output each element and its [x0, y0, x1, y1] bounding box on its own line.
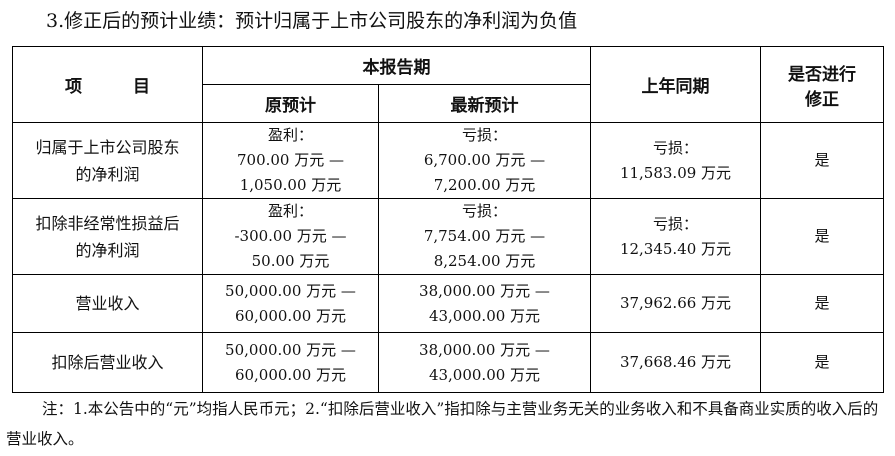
cell-line: 亏损： [652, 138, 698, 157]
header-revised-line: 修正 [805, 89, 839, 110]
row-label: 扣除后营业收入 [12, 332, 203, 393]
header-item: 项 目 [12, 46, 203, 123]
cell-line: 7,200.00 万元 [433, 176, 536, 194]
cell-line: 盈利： [267, 126, 313, 144]
revised-cell: 是 [760, 274, 884, 333]
cell-line: 6,700.00 万元 — [423, 151, 546, 169]
section-heading: 3.修正后的预计业绩：预计归属于上市公司股东的净利润为负值 [46, 10, 578, 32]
forecast-table: 项 目 本报告期 上年同期 是否进行 修正 原预计 最新预计 归属于上市公司股东… [12, 46, 884, 393]
last-year-cell: 亏损： 11,583.09 万元 [590, 122, 761, 199]
cell-line: 50,000.00 万元 — [225, 281, 356, 300]
row-label-line: 扣除后营业收入 [51, 353, 164, 372]
footnote-text: 注：1.本公告中的“元”均指人民币元；2.“扣除后营业收入”指扣除与主营业务无关… [6, 400, 879, 448]
cell-line: 43,000.00 万元 [428, 306, 541, 325]
revised-cell: 是 [760, 332, 884, 393]
original-forecast-cell: 盈利： 700.00 万元 — 1,050.00 万元 [202, 122, 379, 199]
table-row: 归属于上市公司股东 的净利润 盈利： 700.00 万元 — 1,050.00 … [12, 122, 884, 199]
row-label-line: 归属于上市公司股东 [35, 137, 180, 157]
cell-line: 60,000.00 万元 [234, 306, 347, 325]
header-revised-line: 是否进行 [788, 64, 856, 85]
latest-forecast-cell: 亏损： 6,700.00 万元 — 7,200.00 万元 [378, 122, 591, 199]
table-row: 扣除后营业收入 50,000.00 万元 — 60,000.00 万元 38,0… [12, 332, 884, 393]
cell-line: 60,000.00 万元 [234, 365, 347, 384]
revised-cell: 是 [760, 198, 884, 275]
row-label-line: 扣除非经常性损益后 [35, 213, 180, 233]
latest-forecast-cell: 38,000.00 万元 — 43,000.00 万元 [378, 274, 591, 333]
cell-line: 亏损： [652, 214, 698, 233]
header-revised: 是否进行 修正 [760, 46, 884, 123]
cell-line: 1,050.00 万元 [239, 176, 342, 194]
cell-line: 43,000.00 万元 [428, 365, 541, 384]
cell-line: 11,583.09 万元 [619, 163, 732, 182]
cell-line: 8,254.00 万元 [433, 252, 536, 270]
row-label-line: 营业收入 [75, 294, 140, 313]
cell-line: 12,345.40 万元 [619, 239, 732, 258]
row-label: 营业收入 [12, 274, 203, 333]
header-original-forecast: 原预计 [202, 84, 379, 123]
header-current-period: 本报告期 [202, 46, 591, 85]
cell-line: 700.00 万元 — [236, 151, 345, 169]
last-year-cell: 亏损： 12,345.40 万元 [590, 198, 761, 275]
cell-line: 37,668.46 万元 [619, 353, 732, 371]
original-forecast-cell: 50,000.00 万元 — 60,000.00 万元 [202, 274, 379, 333]
cell-line: -300.00 万元 — [234, 227, 347, 245]
cell-line: 50,000.00 万元 — [225, 340, 356, 359]
original-forecast-cell: 50,000.00 万元 — 60,000.00 万元 [202, 332, 379, 393]
last-year-cell: 37,668.46 万元 [590, 332, 761, 393]
cell-line: 38,000.00 万元 — [419, 281, 550, 300]
header-latest-forecast: 最新预计 [378, 84, 591, 123]
footnote: 注：1.本公告中的“元”均指人民币元；2.“扣除后营业收入”指扣除与主营业务无关… [6, 394, 881, 454]
cell-line: 亏损： [461, 202, 507, 220]
cell-line: 38,000.00 万元 — [419, 340, 550, 359]
table-row: 扣除非经常性损益后 的净利润 盈利： -300.00 万元 — 50.00 万元… [12, 198, 884, 275]
cell-line: 盈利： [267, 202, 313, 220]
cell-line: 7,754.00 万元 — [423, 227, 546, 245]
table-row: 营业收入 50,000.00 万元 — 60,000.00 万元 38,000.… [12, 274, 884, 333]
row-label: 归属于上市公司股东 的净利润 [12, 122, 203, 199]
row-label-line: 的净利润 [75, 240, 140, 260]
revised-cell: 是 [760, 122, 884, 199]
last-year-cell: 37,962.66 万元 [590, 274, 761, 333]
header-same-period-last-year: 上年同期 [590, 46, 761, 123]
row-label-line: 的净利润 [75, 164, 140, 184]
cell-line: 50.00 万元 [251, 252, 330, 270]
latest-forecast-cell: 38,000.00 万元 — 43,000.00 万元 [378, 332, 591, 393]
cell-line: 亏损： [461, 126, 507, 144]
original-forecast-cell: 盈利： -300.00 万元 — 50.00 万元 [202, 198, 379, 275]
row-label: 扣除非经常性损益后 的净利润 [12, 198, 203, 275]
latest-forecast-cell: 亏损： 7,754.00 万元 — 8,254.00 万元 [378, 198, 591, 275]
cell-line: 37,962.66 万元 [619, 294, 732, 312]
